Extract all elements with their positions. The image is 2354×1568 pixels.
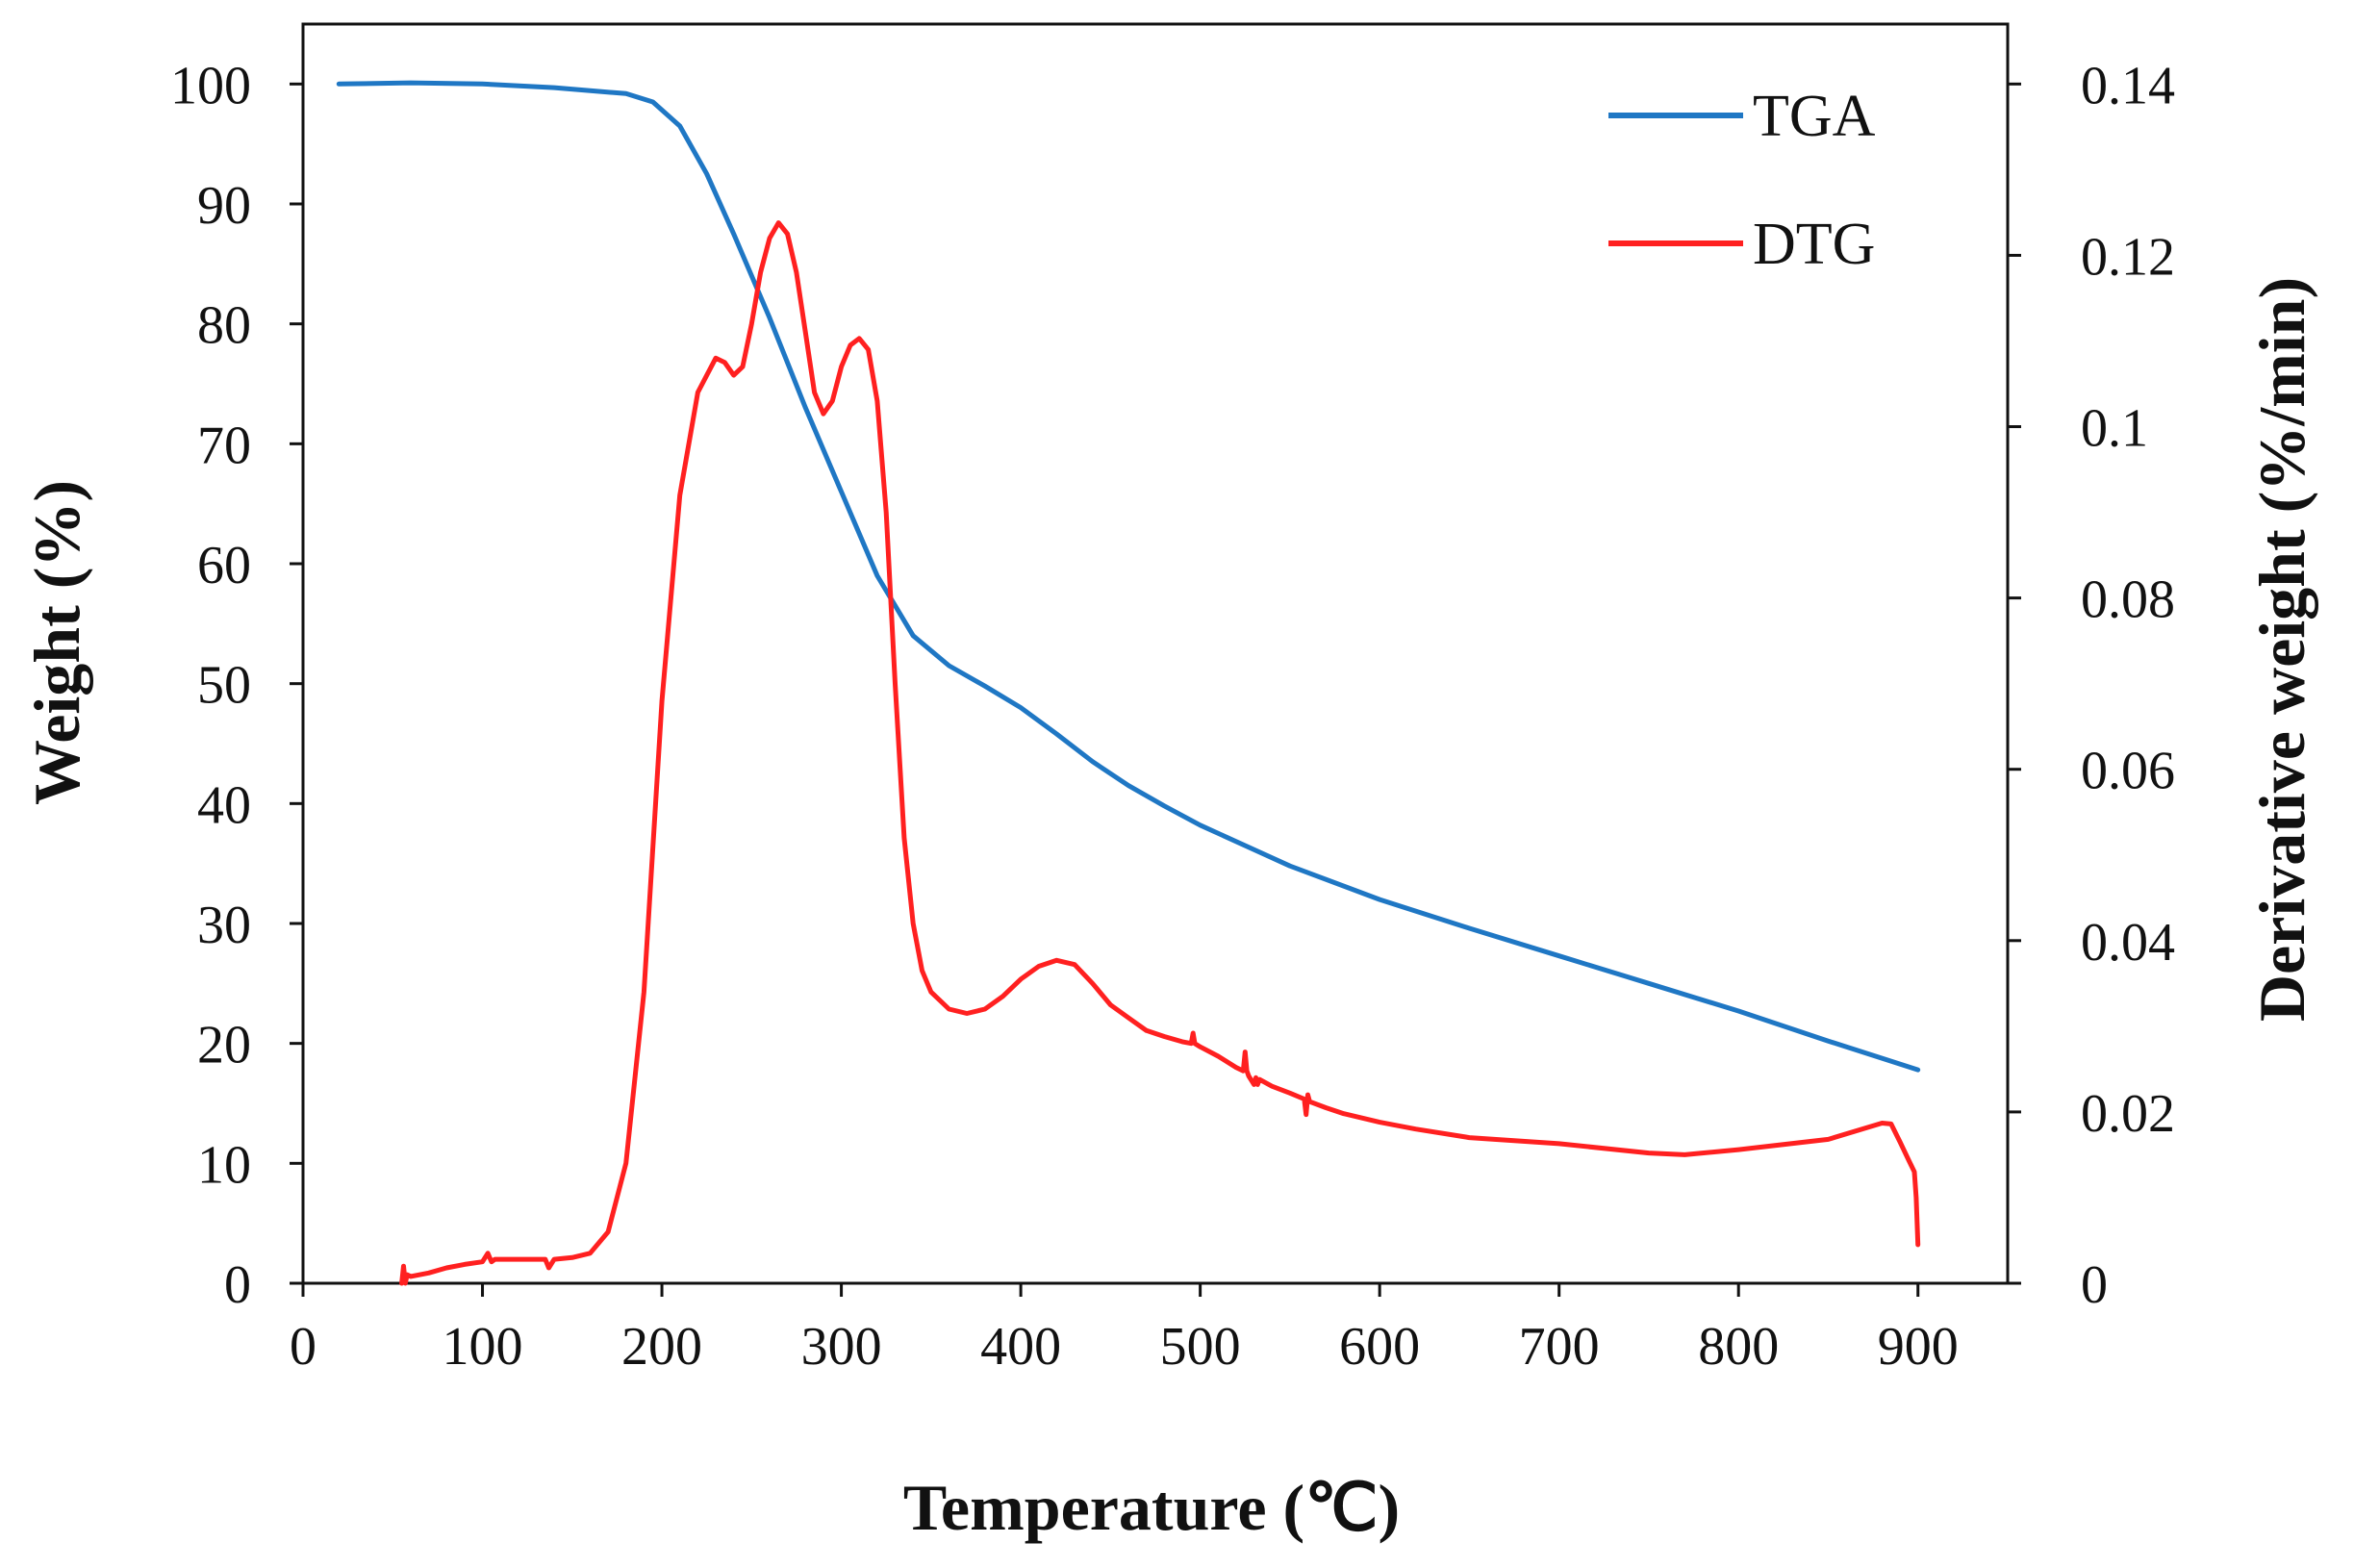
legend-dtg-label: DTG <box>1753 212 1875 277</box>
left-y-tick-label: 70 <box>197 416 251 475</box>
x-tick-label: 300 <box>801 1317 882 1377</box>
plot-border <box>301 22 2010 1285</box>
right-y-axis-title: Derivative weight (%/min) <box>2245 277 2318 1022</box>
left-y-tick-label: 80 <box>197 296 251 356</box>
left-y-tick-label: 0 <box>224 1255 251 1315</box>
x-tick-label: 800 <box>1698 1317 1779 1377</box>
left-y-tick-label: 50 <box>197 656 251 716</box>
series-layer <box>336 80 1921 1286</box>
right-y-tick-label: 0.1 <box>2081 399 2148 459</box>
left-y-tick-label: 30 <box>197 896 251 955</box>
left-y-tick-label: 20 <box>197 1016 251 1075</box>
tga-series-line <box>336 80 1921 1073</box>
left-y-tick-label: 60 <box>197 536 251 595</box>
plot-area <box>301 22 2010 1285</box>
x-tick-label: 200 <box>621 1317 702 1377</box>
right-y-tick-label: 0.02 <box>2081 1084 2175 1144</box>
right-y-tick-label: 0.08 <box>2081 570 2175 630</box>
right-y-tick-label: 0.14 <box>2081 56 2175 115</box>
right-y-tick-label: 0.04 <box>2081 913 2175 973</box>
left-y-tick-label: 40 <box>197 775 251 835</box>
right-y-axis-ticks: 0 0.02 0.04 0.06 0.08 0.1 0.12 0.14 <box>2008 56 2175 1315</box>
dtg-series-line <box>399 220 1921 1286</box>
left-y-tick-label: 10 <box>197 1135 251 1195</box>
x-tick-label: 700 <box>1519 1317 1600 1377</box>
x-tick-label: 900 <box>1878 1317 1959 1377</box>
x-tick-label: 500 <box>1160 1317 1241 1377</box>
x-tick-label: 100 <box>443 1317 523 1377</box>
x-axis-ticks: 0 100 200 300 400 500 600 700 800 900 <box>290 1283 1959 1377</box>
legend: TGA DTG <box>1608 84 1876 277</box>
x-tick-label: 0 <box>290 1317 316 1377</box>
x-tick-label: 400 <box>980 1317 1061 1377</box>
x-axis-title: Temperature (℃) <box>903 1471 1400 1544</box>
right-y-tick-label: 0.12 <box>2081 227 2175 287</box>
x-tick-label: 600 <box>1339 1317 1420 1377</box>
left-y-axis-title: Weight (%) <box>20 480 93 805</box>
right-y-tick-label: 0.06 <box>2081 742 2175 801</box>
left-y-tick-label: 90 <box>197 176 251 236</box>
left-y-axis-ticks: 0 10 20 30 40 50 60 70 80 90 100 <box>170 56 303 1315</box>
left-y-tick-label: 100 <box>170 56 251 115</box>
legend-tga-label: TGA <box>1753 84 1876 149</box>
right-y-tick-label: 0 <box>2081 1255 2108 1315</box>
